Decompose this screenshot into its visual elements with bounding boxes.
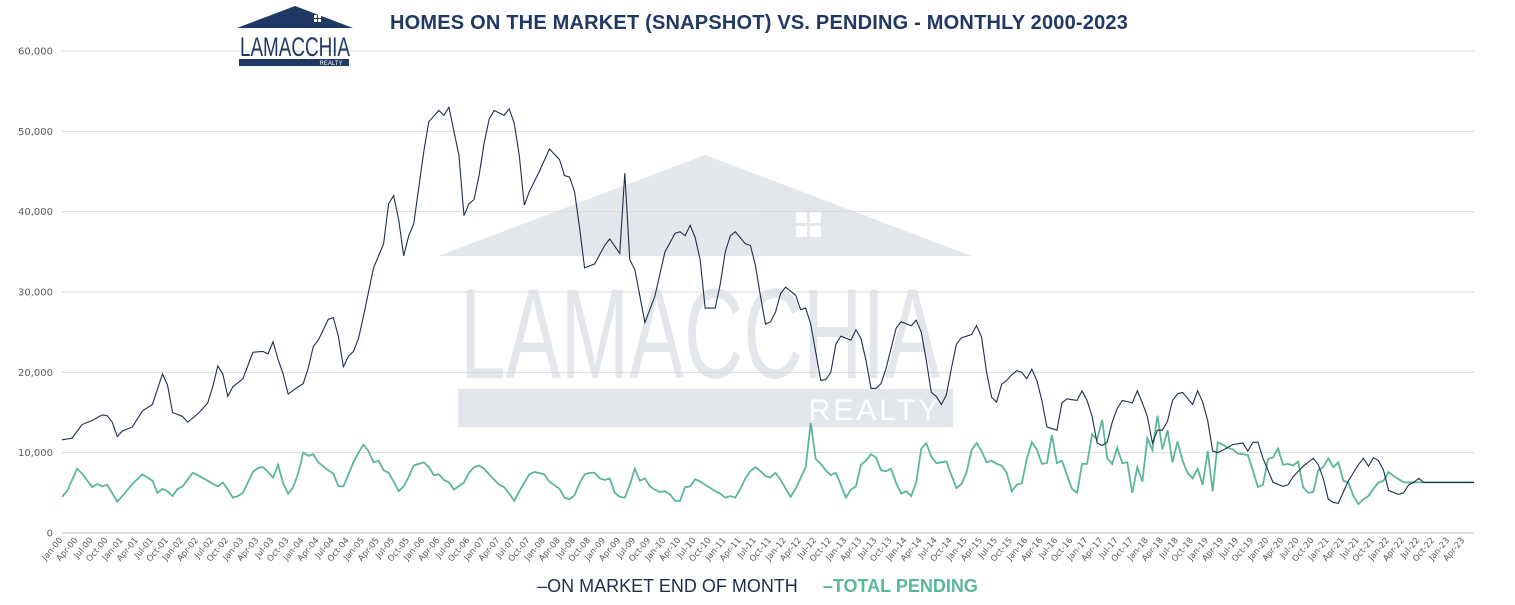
y-tick-label: 0	[47, 529, 53, 540]
lamacchia-logo: LAMACCHIA REALTY	[236, 5, 354, 69]
grid	[62, 50, 1474, 534]
y-axis: 0 10,000 20,000 30,000 40,000 50,000 60,000	[18, 47, 53, 540]
legend: –ON MARKET END OF MONTH –TOTAL PENDING	[0, 576, 1515, 597]
y-tick-label: 60,000	[18, 47, 53, 58]
legend-item-on-market: –ON MARKET END OF MONTH	[537, 576, 798, 596]
y-tick-label: 10,000	[18, 448, 53, 459]
y-tick-label: 20,000	[18, 368, 53, 379]
series-line-total-pending	[61, 415, 1474, 506]
chart-title: HOMES ON THE MARKET (SNAPSHOT) VS. PENDI…	[390, 12, 1129, 34]
series-line-on-market	[61, 105, 1474, 504]
y-tick-label: 50,000	[18, 127, 53, 138]
logo-name: LAMACCHIA	[240, 32, 350, 62]
watermark-sub: REALTY	[809, 394, 941, 427]
watermark-logo: LAMACCHIA REALTY	[438, 155, 972, 427]
logo-sub: REALTY	[320, 61, 343, 67]
legend-item-total-pending: –TOTAL PENDING	[822, 576, 978, 596]
watermark-name: LAMACCHIA	[460, 263, 940, 406]
x-axis: Jan-00Apr-00Jul-00Oct-00Jan-01Apr-01Jul-…	[40, 536, 1468, 564]
y-tick-label: 40,000	[18, 207, 53, 218]
y-tick-label: 30,000	[18, 288, 53, 299]
